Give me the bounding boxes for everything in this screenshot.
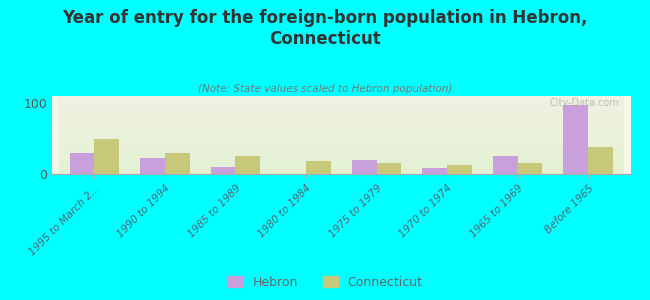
Bar	[493, 156, 517, 174]
Legend: Hebron, Connecticut: Hebron, Connecticut	[222, 271, 428, 294]
Bar	[165, 153, 190, 174]
Bar	[376, 164, 401, 174]
Bar	[235, 156, 260, 174]
Bar	[211, 167, 235, 174]
Bar	[517, 164, 542, 174]
Bar	[564, 104, 588, 174]
Text: (Note: State values scaled to Hebron population): (Note: State values scaled to Hebron pop…	[198, 84, 452, 94]
Text: Year of entry for the foreign-born population in Hebron,
Connecticut: Year of entry for the foreign-born popul…	[62, 9, 588, 48]
Bar	[422, 168, 447, 174]
Bar	[70, 153, 94, 174]
Text: City-Data.com: City-Data.com	[549, 98, 619, 108]
Bar	[447, 165, 472, 174]
Bar	[352, 160, 376, 174]
Bar	[588, 147, 613, 174]
Bar	[140, 158, 165, 174]
Bar	[94, 139, 119, 174]
Bar	[306, 161, 331, 174]
